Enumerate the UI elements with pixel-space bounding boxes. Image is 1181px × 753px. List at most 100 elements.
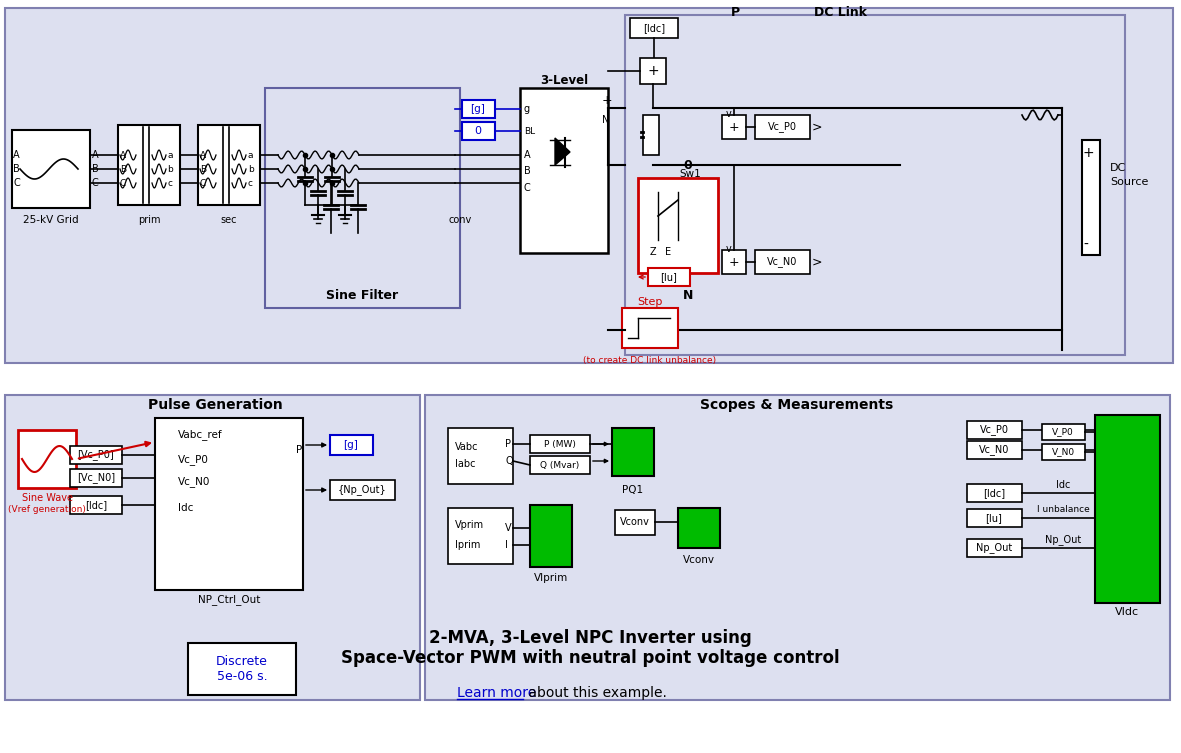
Text: V_N0: V_N0 bbox=[1051, 447, 1075, 456]
Text: g: g bbox=[524, 104, 530, 114]
Bar bbox=[678, 508, 720, 548]
Bar bbox=[70, 446, 122, 464]
Text: Source: Source bbox=[1110, 177, 1148, 187]
Text: -: - bbox=[1083, 238, 1088, 252]
Text: BL: BL bbox=[524, 127, 535, 136]
Text: b: b bbox=[167, 164, 172, 173]
Bar bbox=[1095, 415, 1160, 603]
Bar bbox=[155, 418, 304, 590]
Text: +: + bbox=[729, 255, 739, 269]
Bar bbox=[967, 539, 1022, 557]
Text: A: A bbox=[120, 151, 126, 160]
Text: Z: Z bbox=[650, 247, 657, 257]
Text: Vc_N0: Vc_N0 bbox=[979, 444, 1010, 456]
Bar bbox=[530, 435, 590, 453]
Bar bbox=[530, 505, 572, 567]
Text: (to create DC link unbalance): (to create DC link unbalance) bbox=[583, 355, 717, 364]
Bar bbox=[425, 395, 1170, 700]
Text: [Vc_N0]: [Vc_N0] bbox=[77, 473, 115, 483]
Text: C: C bbox=[524, 183, 530, 193]
Text: I unbalance: I unbalance bbox=[1037, 505, 1089, 514]
Text: 3-Level: 3-Level bbox=[540, 74, 588, 87]
Text: (Vref generation): (Vref generation) bbox=[8, 505, 86, 514]
Bar bbox=[640, 58, 666, 84]
Text: a: a bbox=[167, 151, 172, 160]
Text: 0: 0 bbox=[684, 158, 692, 172]
Text: Scopes & Measurements: Scopes & Measurements bbox=[700, 398, 894, 412]
Bar bbox=[70, 469, 122, 487]
Bar bbox=[329, 435, 373, 455]
Text: prim: prim bbox=[138, 215, 161, 225]
Bar bbox=[642, 225, 659, 265]
Text: b: b bbox=[248, 164, 254, 173]
Text: 25-kV Grid: 25-kV Grid bbox=[24, 215, 79, 225]
Text: VIprim: VIprim bbox=[534, 573, 568, 583]
Text: [Vc_P0]: [Vc_P0] bbox=[78, 450, 115, 460]
Text: 2-MVA, 3-Level NPC Inverter using: 2-MVA, 3-Level NPC Inverter using bbox=[429, 629, 751, 647]
Text: Pulse Generation: Pulse Generation bbox=[148, 398, 282, 412]
Text: NP_Ctrl_Out: NP_Ctrl_Out bbox=[197, 595, 260, 605]
Text: Space-Vector PWM with neutral point voltage control: Space-Vector PWM with neutral point volt… bbox=[340, 649, 840, 667]
Text: E: E bbox=[665, 247, 671, 257]
Text: Idc: Idc bbox=[178, 503, 194, 513]
Bar bbox=[1042, 444, 1085, 460]
Text: Vc_P0: Vc_P0 bbox=[178, 455, 209, 465]
Text: B: B bbox=[92, 164, 99, 174]
Text: +: + bbox=[602, 93, 613, 106]
Text: C: C bbox=[120, 178, 126, 187]
Text: Vc_P0: Vc_P0 bbox=[768, 121, 796, 133]
Text: Sine Wave: Sine Wave bbox=[21, 493, 72, 503]
Text: Learn more: Learn more bbox=[457, 686, 536, 700]
Text: c: c bbox=[167, 178, 172, 187]
Bar bbox=[755, 115, 810, 139]
Text: >: > bbox=[813, 120, 822, 133]
Text: about this example.: about this example. bbox=[524, 686, 667, 700]
Bar bbox=[530, 456, 590, 474]
Text: v: v bbox=[726, 244, 732, 254]
Bar bbox=[629, 18, 678, 38]
Text: A: A bbox=[200, 151, 207, 160]
Bar bbox=[967, 484, 1022, 502]
Text: P: P bbox=[296, 445, 302, 455]
Text: >: > bbox=[813, 255, 822, 269]
Bar bbox=[448, 428, 513, 484]
Bar bbox=[265, 88, 461, 308]
Bar bbox=[638, 178, 718, 273]
Text: A: A bbox=[524, 150, 530, 160]
Text: Iabc: Iabc bbox=[455, 459, 476, 469]
Text: Vprim: Vprim bbox=[455, 520, 484, 530]
Bar bbox=[198, 125, 260, 205]
Text: {Np_Out}: {Np_Out} bbox=[338, 484, 386, 495]
Text: B: B bbox=[13, 164, 20, 174]
Text: B: B bbox=[200, 164, 207, 173]
Text: I: I bbox=[505, 540, 508, 550]
Text: v: v bbox=[726, 109, 732, 119]
Text: B: B bbox=[120, 164, 126, 173]
Bar bbox=[520, 88, 608, 253]
Text: DC: DC bbox=[1110, 163, 1127, 173]
Text: B: B bbox=[524, 166, 530, 176]
Text: sec: sec bbox=[221, 215, 237, 225]
Text: A: A bbox=[92, 150, 99, 160]
Bar bbox=[967, 509, 1022, 527]
Text: V_P0: V_P0 bbox=[1052, 428, 1074, 437]
Text: Vconv: Vconv bbox=[683, 555, 715, 565]
Polygon shape bbox=[555, 138, 570, 165]
Text: Sine Filter: Sine Filter bbox=[326, 288, 398, 301]
Text: VIdc: VIdc bbox=[1115, 607, 1138, 617]
Bar bbox=[648, 268, 690, 286]
Bar bbox=[755, 250, 810, 274]
Text: A: A bbox=[13, 150, 20, 160]
Text: Q (Mvar): Q (Mvar) bbox=[541, 461, 580, 470]
Bar bbox=[5, 8, 1173, 363]
Text: P: P bbox=[730, 5, 739, 19]
Text: a: a bbox=[248, 151, 254, 160]
Text: Discrete
5e-06 s.: Discrete 5e-06 s. bbox=[216, 655, 268, 683]
Text: [g]: [g] bbox=[470, 104, 485, 114]
Bar bbox=[18, 430, 76, 488]
Bar bbox=[722, 115, 746, 139]
Bar bbox=[1082, 140, 1100, 255]
Text: Step: Step bbox=[638, 297, 663, 307]
Text: Vc_N0: Vc_N0 bbox=[766, 257, 797, 267]
Text: N: N bbox=[602, 115, 609, 125]
